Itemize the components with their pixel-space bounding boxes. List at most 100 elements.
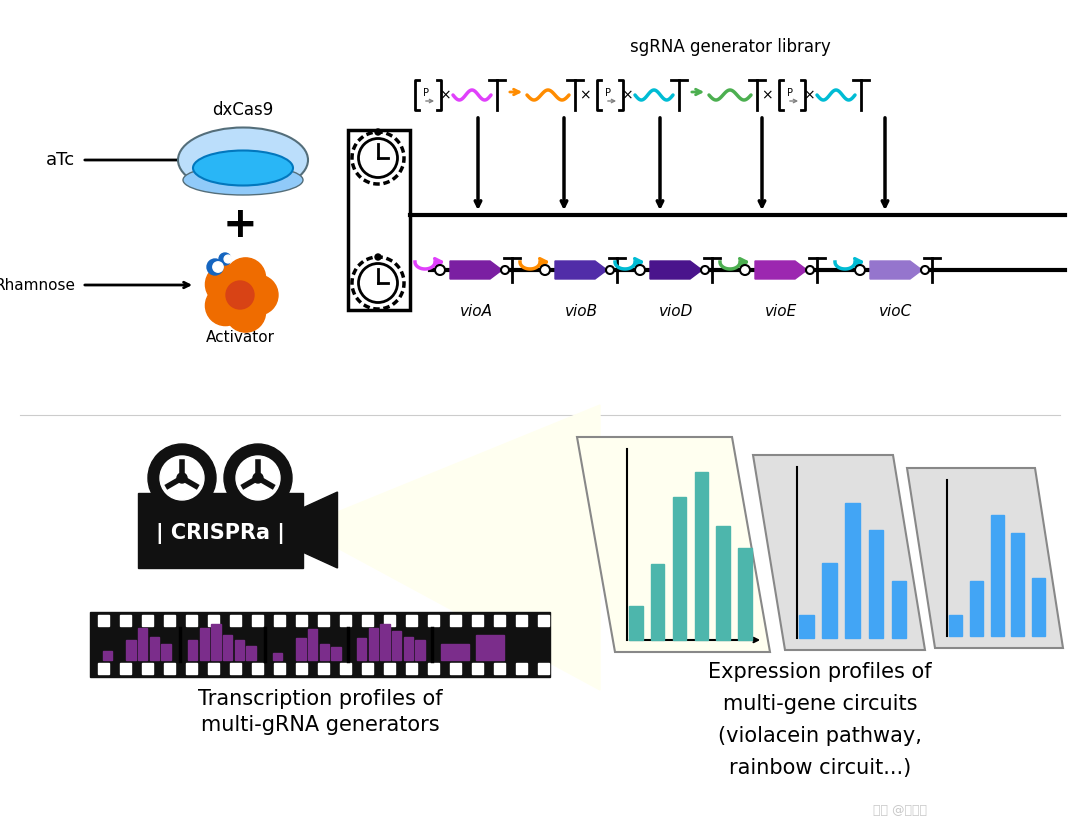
Bar <box>516 663 527 674</box>
Text: (violacein pathway,: (violacein pathway, <box>718 726 922 746</box>
Bar <box>318 663 329 674</box>
Bar <box>126 640 135 660</box>
Circle shape <box>205 285 245 326</box>
Circle shape <box>435 265 445 275</box>
Bar <box>846 503 860 638</box>
Bar <box>138 628 147 660</box>
Circle shape <box>148 444 216 512</box>
Bar <box>90 612 550 677</box>
Bar <box>538 615 549 626</box>
Circle shape <box>740 265 750 275</box>
Bar <box>141 663 153 674</box>
Ellipse shape <box>193 151 293 185</box>
Circle shape <box>238 275 278 315</box>
Text: aTc: aTc <box>45 151 75 169</box>
Circle shape <box>226 281 254 309</box>
Bar <box>716 526 730 640</box>
Bar <box>404 637 413 660</box>
Bar <box>222 635 232 660</box>
Bar <box>252 663 264 674</box>
Bar <box>384 615 395 626</box>
Bar <box>137 493 302 567</box>
Text: vioD: vioD <box>659 304 693 319</box>
Bar <box>273 653 282 660</box>
Bar <box>274 663 285 674</box>
Polygon shape <box>755 261 807 279</box>
Polygon shape <box>907 468 1063 648</box>
Bar <box>164 615 175 626</box>
Text: ×: × <box>804 88 814 102</box>
Bar <box>274 615 285 626</box>
Bar <box>416 640 424 660</box>
Bar <box>161 643 171 660</box>
Bar <box>340 663 351 674</box>
Ellipse shape <box>183 165 303 195</box>
Circle shape <box>226 258 266 298</box>
Bar <box>868 529 883 638</box>
Bar <box>98 615 109 626</box>
Bar <box>441 643 469 660</box>
Circle shape <box>226 292 266 332</box>
Circle shape <box>177 473 187 483</box>
Bar <box>892 581 906 638</box>
Bar <box>384 663 395 674</box>
Circle shape <box>540 265 550 275</box>
Bar <box>150 637 159 660</box>
Bar <box>357 638 366 660</box>
Bar <box>320 643 328 660</box>
Polygon shape <box>650 261 702 279</box>
Circle shape <box>375 254 381 260</box>
Bar <box>428 663 438 674</box>
Bar <box>472 615 483 626</box>
Bar <box>186 615 197 626</box>
Text: Expression profiles of: Expression profiles of <box>708 662 932 682</box>
Text: multi-gRNA generators: multi-gRNA generators <box>201 715 440 735</box>
Text: ×: × <box>440 88 450 102</box>
Text: P: P <box>787 88 793 98</box>
Text: dxCas9: dxCas9 <box>213 101 273 119</box>
Bar <box>516 615 527 626</box>
Bar <box>120 615 131 626</box>
Circle shape <box>219 253 231 265</box>
Bar <box>362 663 373 674</box>
Bar <box>970 581 983 636</box>
Bar <box>738 547 752 640</box>
Bar <box>472 663 483 674</box>
Bar <box>368 628 378 660</box>
Bar <box>103 651 112 660</box>
Bar <box>406 663 417 674</box>
Text: | CRISPRa |: | CRISPRa | <box>156 523 284 544</box>
Bar <box>799 615 813 638</box>
Text: multi-gene circuits: multi-gene circuits <box>723 694 917 714</box>
Bar <box>164 663 175 674</box>
Polygon shape <box>337 405 600 690</box>
Text: P: P <box>423 88 429 98</box>
Text: +: + <box>222 204 257 246</box>
Bar <box>673 497 686 640</box>
Bar <box>1032 578 1045 636</box>
Circle shape <box>237 456 280 500</box>
Text: 知乎 @孟几康: 知乎 @孟几康 <box>873 804 927 816</box>
Polygon shape <box>555 261 607 279</box>
Polygon shape <box>302 492 337 568</box>
Bar <box>200 628 208 660</box>
Bar <box>332 648 340 660</box>
Circle shape <box>501 266 509 274</box>
Bar <box>822 562 837 638</box>
Bar <box>450 615 461 626</box>
Bar <box>494 615 505 626</box>
Text: P: P <box>605 88 611 98</box>
Polygon shape <box>753 455 924 650</box>
Polygon shape <box>870 261 922 279</box>
Text: vioC: vioC <box>879 304 913 319</box>
Text: ×: × <box>761 88 773 102</box>
Bar <box>450 663 461 674</box>
Text: sgRNA generator library: sgRNA generator library <box>630 38 831 56</box>
Bar <box>212 624 220 660</box>
Text: ×: × <box>579 88 591 102</box>
Circle shape <box>213 262 224 272</box>
Text: vioE: vioE <box>765 304 797 319</box>
Bar <box>949 615 962 636</box>
Bar <box>392 631 401 660</box>
Bar <box>990 515 1003 636</box>
